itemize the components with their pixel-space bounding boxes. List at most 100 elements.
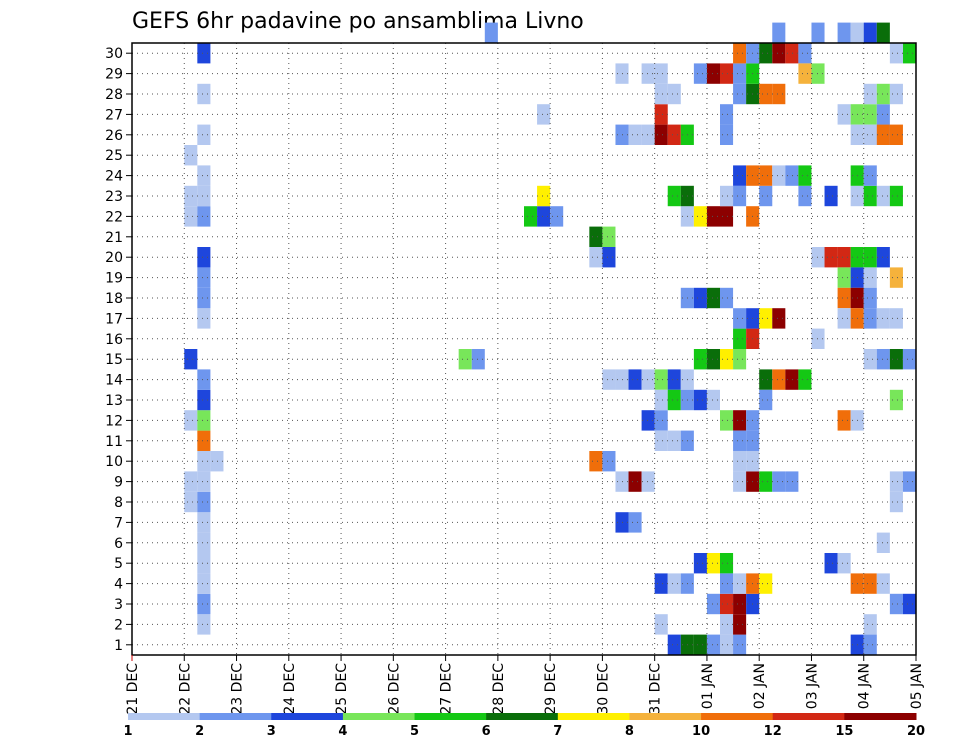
- heat-cell: [759, 165, 773, 186]
- heat-cell: [667, 389, 681, 411]
- heat-cell: [693, 63, 707, 84]
- heat-cell: [197, 185, 211, 207]
- heat-cell: [654, 124, 668, 145]
- heat-cell: [484, 22, 498, 43]
- y-tick-label: 7: [114, 515, 123, 531]
- heat-cell: [889, 349, 903, 370]
- heat-cell: [863, 308, 877, 329]
- heat-cell: [902, 471, 916, 492]
- heat-cell: [197, 267, 211, 288]
- heat-cell: [889, 593, 903, 615]
- heat-cell: [733, 451, 747, 472]
- x-tick-label: 22 DEC: [177, 663, 193, 715]
- heat-cell: [693, 634, 707, 655]
- heat-cell: [654, 389, 668, 411]
- x-tick-label: 05 JAN: [909, 663, 925, 709]
- heat-cell: [628, 369, 642, 390]
- legend-label: 3: [267, 724, 276, 739]
- heat-cell: [197, 410, 211, 431]
- heat-cell: [184, 471, 198, 492]
- heat-cell: [197, 308, 211, 329]
- legend-swatch: [486, 713, 559, 720]
- y-tick-label: 30: [105, 46, 123, 62]
- heat-cell: [733, 308, 747, 329]
- x-axis: 21 DEC 22 DEC 23 DEC 24 DEC 25 DEC 26 DEC 27 D…: [125, 655, 925, 715]
- heat-cell: [654, 83, 668, 105]
- heat-cell: [706, 553, 720, 574]
- legend-swatch: [629, 713, 702, 720]
- heat-cell: [602, 369, 616, 390]
- heat-cell: [759, 43, 773, 64]
- x-tick-label: 01 JAN: [700, 663, 716, 709]
- x-tick-label: 03 JAN: [804, 663, 820, 709]
- heat-cell: [602, 451, 616, 472]
- heat-cell: [720, 206, 734, 227]
- heat-cell: [197, 614, 211, 635]
- heat-cell: [733, 634, 747, 655]
- heat-cell: [641, 410, 655, 431]
- heat-cell: [837, 287, 851, 309]
- legend-swatch: [844, 713, 917, 720]
- heat-cell: [720, 573, 734, 594]
- legend-label: 8: [625, 724, 634, 739]
- heat-cell: [798, 63, 812, 84]
- heat-cell: [876, 247, 890, 268]
- heat-cell: [863, 83, 877, 105]
- heat-cell: [693, 287, 707, 309]
- heat-cell: [693, 553, 707, 574]
- heat-cell: [197, 43, 211, 64]
- heat-cell: [197, 451, 211, 472]
- heat-cell: [720, 185, 734, 207]
- y-tick-label: 6: [114, 536, 123, 552]
- y-tick-label: 24: [105, 169, 123, 185]
- heat-cell: [733, 573, 747, 594]
- heat-cell: [184, 206, 198, 227]
- heat-cell: [837, 267, 851, 288]
- heat-cell: [850, 22, 864, 43]
- legend-label: 2: [195, 724, 204, 739]
- heat-cell: [654, 369, 668, 390]
- heat-cell: [589, 247, 603, 268]
- x-tick-label: 21 DEC: [125, 663, 141, 715]
- legend-swatch: [199, 713, 272, 720]
- heat-cell: [863, 349, 877, 370]
- heat-cell: [824, 247, 838, 268]
- legend-swatch: [342, 713, 416, 720]
- heat-cell: [720, 593, 734, 615]
- x-tick-label: 26 DEC: [386, 663, 402, 715]
- heat-cell: [197, 593, 211, 615]
- heat-cell: [733, 410, 747, 431]
- y-tick-label: 17: [105, 311, 123, 327]
- heat-cell: [863, 573, 877, 594]
- y-tick-label: 4: [114, 577, 123, 593]
- heat-cell: [863, 614, 877, 635]
- legend-label: 15: [835, 724, 853, 739]
- legend: 1 2 3 4 5 6 7 8 10 12 15 20: [123, 713, 925, 739]
- heat-cell: [824, 553, 838, 574]
- heat-cell: [876, 104, 890, 125]
- heat-cell: [798, 369, 812, 390]
- heat-cell: [889, 83, 903, 105]
- heat-cell: [641, 63, 655, 84]
- heat-cell: [537, 185, 551, 207]
- heat-cell: [863, 22, 877, 43]
- heat-cell: [720, 634, 734, 655]
- x-tick-label: 27 DEC: [439, 663, 455, 715]
- heat-cell: [733, 185, 747, 207]
- heat-cell: [184, 491, 198, 513]
- heat-cell: [197, 124, 211, 145]
- plot-frame: [131, 42, 917, 656]
- heat-cell: [628, 512, 642, 533]
- heat-cell: [876, 573, 890, 594]
- heat-cell: [759, 185, 773, 207]
- heat-cell: [706, 63, 720, 84]
- heat-cell: [876, 22, 890, 43]
- y-tick-label: 9: [114, 475, 123, 491]
- heat-cell: [641, 369, 655, 390]
- heat-cell: [889, 308, 903, 329]
- heat-cell: [785, 165, 799, 186]
- y-tick-label: 25: [105, 148, 123, 164]
- legend-label: 4: [338, 724, 347, 739]
- heat-cell: [889, 471, 903, 492]
